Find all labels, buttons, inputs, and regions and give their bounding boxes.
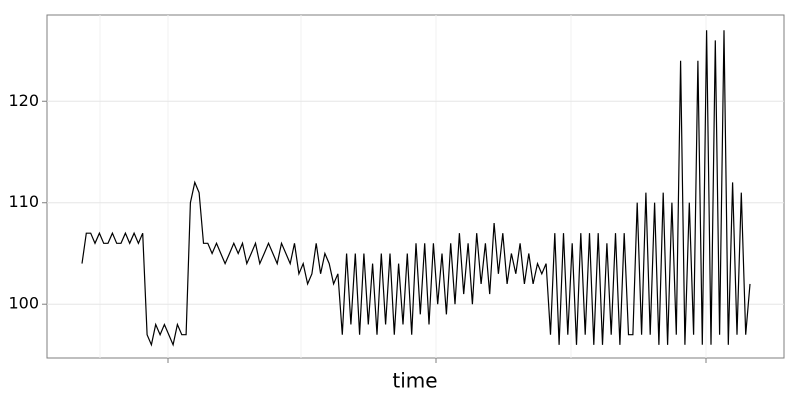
- panel: [46, 14, 785, 359]
- y-tick-label: 110: [8, 192, 39, 211]
- x-grid: [99, 15, 707, 358]
- y-tick-label: 120: [8, 91, 39, 110]
- line: [81, 30, 751, 347]
- x-axis-label: time: [392, 369, 437, 393]
- y-tick-label: 100: [8, 294, 39, 313]
